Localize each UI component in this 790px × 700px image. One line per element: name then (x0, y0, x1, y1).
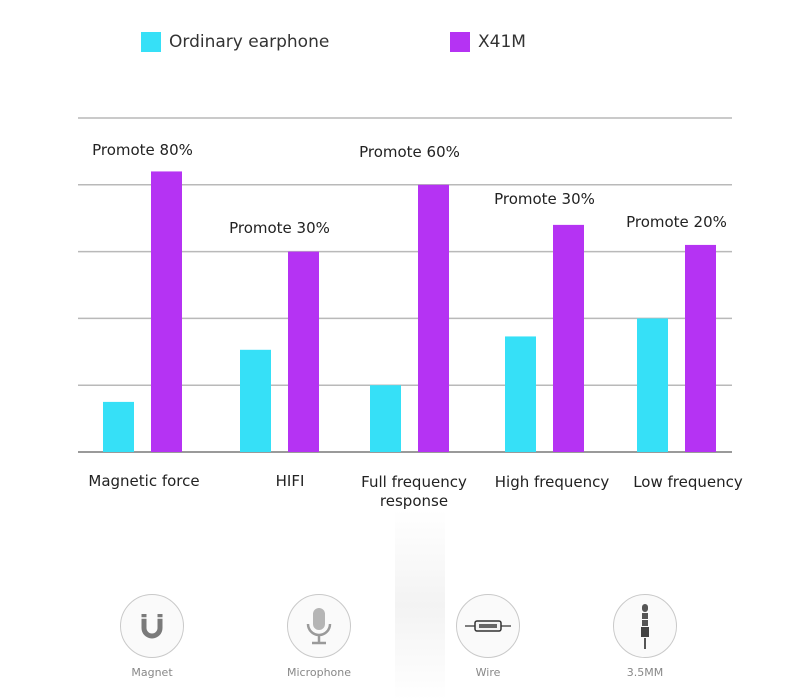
feature-microphone: Microphone (264, 590, 374, 679)
feature-row: Magnet Microphone Wire (0, 590, 790, 690)
feature-label-3-5mm: 3.5MM (626, 666, 664, 679)
legend-swatch-ordinary (141, 32, 161, 52)
legend-item-ordinary: Ordinary earphone (141, 32, 329, 52)
feature-label-magnet: Magnet (131, 666, 173, 679)
microphone-icon (306, 608, 332, 645)
promote-label-3: Promote 30% (494, 190, 595, 208)
bar-ordinary-0 (103, 401, 134, 452)
feature-circle-magnet (120, 594, 184, 658)
legend-label-ordinary: Ordinary earphone (169, 32, 330, 52)
bar-ordinary-1 (240, 349, 271, 452)
feature-wire: Wire (433, 590, 543, 679)
bar-ordinary-4 (637, 318, 668, 452)
wire-icon (465, 620, 511, 632)
category-label-magnetic-force: Magnetic force (88, 472, 200, 490)
bar-x41m-2 (418, 184, 449, 453)
background-glow (395, 510, 445, 700)
category-label-hifi: HIFI (275, 472, 305, 490)
legend-swatch-x41m (450, 32, 470, 52)
promote-label-0: Promote 80% (92, 141, 193, 159)
feature-circle-wire (456, 594, 520, 658)
magnet-icon (141, 614, 163, 639)
feature-magnet: Magnet (97, 590, 207, 679)
bar-x41m-0 (151, 171, 182, 452)
bar-chart: Promote 80% Promote 30% Promote 60% Promote… (78, 117, 732, 453)
feature-label-microphone: Microphone (286, 666, 352, 679)
bar-ordinary-3 (505, 336, 536, 452)
legend-item-x41m: X41M (450, 32, 526, 52)
category-label-low-frequency: Low frequency (633, 473, 743, 491)
promote-label-2: Promote 60% (359, 143, 460, 161)
bar-x41m-4 (685, 244, 716, 452)
promote-label-1: Promote 30% (229, 219, 330, 237)
bar-x41m-3 (553, 224, 584, 452)
category-label-high-frequency: High frequency (494, 473, 610, 491)
legend-label-x41m: X41M (478, 32, 526, 52)
feature-circle-3-5mm (613, 594, 677, 658)
feature-3-5mm: 3.5MM (590, 590, 700, 679)
audio-jack-icon (641, 604, 649, 649)
promote-label-4: Promote 20% (626, 213, 727, 231)
category-label-full-frequency-response: Full frequency response (361, 473, 467, 510)
bar-x41m-1 (288, 251, 319, 452)
bar-ordinary-2 (370, 385, 401, 452)
feature-circle-microphone (287, 594, 351, 658)
feature-label-wire: Wire (475, 666, 501, 679)
